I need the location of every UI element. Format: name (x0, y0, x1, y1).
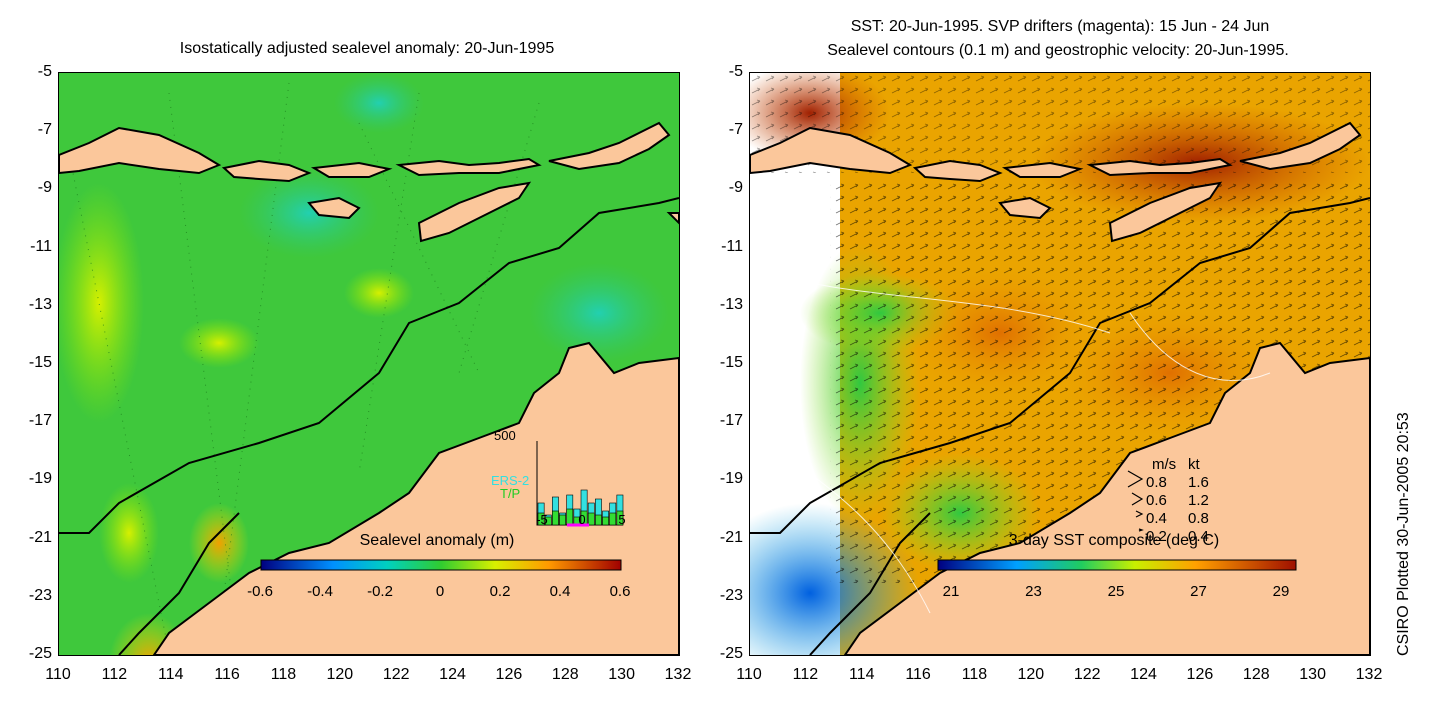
y-tick-label-left: -25 (28, 645, 52, 662)
x-tick-label-left: 126 (495, 666, 523, 683)
sealevel-colorbar-tick: -0.2 (367, 583, 393, 600)
land-masses (59, 121, 679, 655)
y-tick-label-left: -13 (28, 295, 52, 313)
x-tick-label-left: 110 (45, 666, 71, 683)
y-tick-label-right: -7 (728, 121, 743, 139)
x-tick-label-left: 122 (382, 666, 410, 683)
sst-colorbar-tick: 23 (1025, 583, 1042, 600)
legend-header-kt: kt (1188, 456, 1200, 473)
sealevel-colorbar-tick: 0 (435, 583, 445, 600)
y-tick-label-right: -13 (719, 295, 743, 313)
x-tick-label-left: 112 (101, 666, 128, 683)
x-tick-label-right: 122 (1073, 666, 1101, 683)
x-tick-label-left: 128 (551, 666, 579, 683)
sst-colorbar (937, 559, 1297, 571)
right-map-title-line2: Sealevel contours (0.1 m) and geostrophi… (827, 42, 1289, 59)
x-tick-label-left: 132 (664, 666, 692, 683)
legend-speed-ms: 0.2 (1146, 528, 1167, 545)
x-tick-label-left: 114 (157, 666, 184, 683)
inset-xtick-0: 0 (578, 512, 586, 527)
sst-colorbar-tick: 21 (942, 583, 960, 600)
sealevel-anomaly-map (58, 72, 680, 656)
y-tick-label-right: -15 (719, 354, 743, 371)
x-tick-label-right: 114 (848, 666, 875, 683)
sealevel-colorbar-tick: 0.4 (549, 583, 571, 600)
y-tick-label-left: -5 (37, 63, 52, 80)
inset-tp-bar (587, 512, 595, 526)
sealevel-colorbar-tick: -0.4 (307, 583, 333, 600)
legend-speed-kt: 1.2 (1188, 492, 1209, 509)
x-tick-label-left: 124 (439, 666, 466, 683)
inset-tp-bar (609, 512, 617, 526)
sst-colorbar-tick: 29 (1272, 583, 1290, 600)
x-tick-label-right: 110 (736, 666, 762, 683)
x-tick-label-right: 128 (1242, 666, 1270, 683)
sealevel-colorbar-tick: 0.2 (489, 583, 511, 600)
inset-ymax-label: 500 (494, 428, 516, 443)
y-tick-label-left: -17 (28, 412, 52, 430)
sealevel-colorbar (260, 559, 622, 571)
right-map-title-line1: SST: 20-Jun-1995. SVP drifters (magenta)… (850, 18, 1270, 35)
sst-colorbar-tick: 27 (1190, 583, 1207, 600)
inset-tp-bar (559, 514, 566, 526)
y-tick-label-right: -9 (728, 179, 743, 197)
track-count-inset (536, 441, 624, 527)
x-tick-label-right: 120 (1017, 666, 1045, 683)
velocity-legend-arrows (1127, 470, 1144, 532)
y-tick-label-right: -19 (719, 470, 743, 488)
shelf-contour (59, 197, 679, 534)
y-tick-label-left: -21 (28, 528, 52, 546)
left-map-title: Isostatically adjusted sealevel anomaly:… (179, 40, 555, 57)
inset-tp-label: T/P (500, 486, 521, 501)
inset-tp-bar (537, 512, 545, 526)
inset-tp-bar (595, 514, 602, 526)
legend-header-ms: m/s (1152, 456, 1177, 473)
y-tick-label-left: -9 (37, 179, 52, 197)
sealevel-colorbar-title: Sealevel anomaly (m) (359, 532, 515, 549)
y-tick-label-right: -25 (719, 645, 743, 662)
legend-speed-kt: 0.4 (1188, 528, 1209, 545)
y-tick-label-left: -7 (37, 121, 52, 139)
y-tick-label-right: -17 (719, 412, 743, 430)
legend-speed-kt: 0.8 (1188, 510, 1209, 527)
x-tick-label-right: 130 (1299, 666, 1326, 683)
y-tick-label-right: -11 (721, 237, 743, 255)
legend-speed-ms: 0.6 (1146, 492, 1167, 509)
x-tick-label-right: 112 (792, 666, 819, 683)
x-tick-label-right: 118 (961, 666, 988, 683)
y-tick-label-left: -23 (28, 586, 52, 604)
inset-tp-bar (616, 510, 624, 526)
legend-speed-kt: 1.6 (1188, 474, 1209, 491)
legend-speed-ms: 0.8 (1146, 474, 1167, 491)
sealevel-colorbar-tick: -0.6 (247, 583, 273, 600)
x-tick-label-right: 116 (905, 666, 931, 683)
y-tick-label-right: -5 (728, 63, 743, 80)
inset-ers-label: ERS-2 (491, 473, 530, 488)
inset-xtick-5: 5 (618, 512, 626, 527)
sst-colorbar-title: 3-day SST composite (deg C) (1008, 532, 1220, 549)
x-tick-label-left: 116 (214, 666, 240, 683)
inset-tp-bar (544, 516, 552, 526)
x-tick-label-left: 118 (270, 666, 297, 683)
x-tick-label-left: 120 (326, 666, 354, 683)
y-tick-label-right: -23 (719, 586, 743, 604)
y-tick-label-left: -15 (28, 354, 52, 371)
land-masses-right (750, 121, 1370, 655)
x-tick-label-left: 130 (608, 666, 635, 683)
sst-velocity-map (749, 72, 1371, 656)
credit-text: CSIRO Plotted 30-Jun-2005 20:53 (1395, 412, 1412, 656)
sealevel-colorbar-tick: 0.6 (609, 583, 631, 600)
sst-colorbar-tick: 25 (1107, 583, 1125, 600)
y-tick-label-left: -19 (28, 470, 52, 488)
inset-tp-bar (602, 516, 609, 526)
inset-tp-bar (552, 510, 559, 526)
y-tick-label-right: -21 (719, 528, 743, 546)
inset-xtick-neg5: -5 (536, 512, 548, 527)
x-tick-label-right: 124 (1130, 666, 1157, 683)
x-tick-label-right: 126 (1186, 666, 1214, 683)
x-tick-label-right: 132 (1355, 666, 1383, 683)
inset-tp-bar (566, 508, 574, 526)
legend-speed-ms: 0.4 (1146, 510, 1167, 527)
y-tick-label-left: -11 (30, 237, 52, 255)
